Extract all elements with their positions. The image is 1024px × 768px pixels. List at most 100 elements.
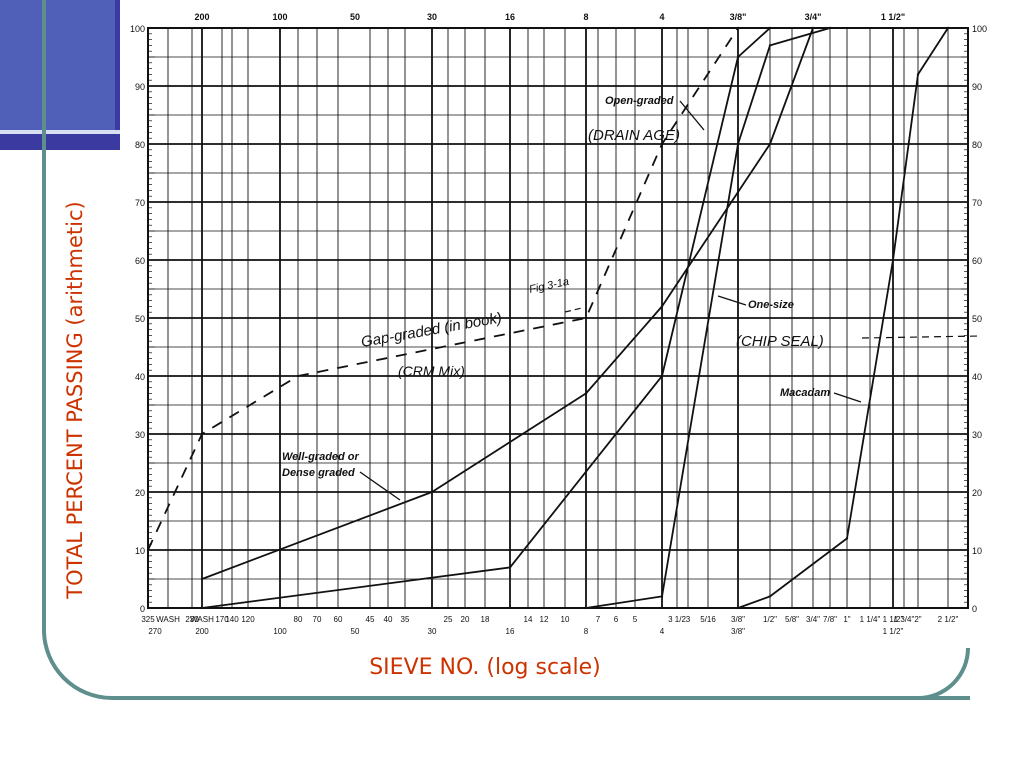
x-tick-bottom-row2-50: 50 — [351, 627, 360, 636]
x-tick-bottom-row2-30: 30 — [428, 627, 437, 636]
series-point-gap-graded-1 — [200, 432, 204, 436]
x-tick-bottom-row2-100: 100 — [273, 627, 287, 636]
y-tick-left-90: 90 — [135, 82, 145, 92]
x-tick-bottom-34: 2" — [914, 615, 921, 624]
annotation-well-graded-leader — [359, 471, 401, 501]
series-point-one-size-3 — [768, 44, 772, 47]
accent-line — [0, 130, 120, 134]
y-tick-left-60: 60 — [135, 256, 145, 266]
annotation-open-graded: Open-graded — [605, 95, 674, 107]
series-point-well-graded-or-dense-graded-5 — [811, 26, 815, 30]
x-tick-bottom-24: 5/16 — [700, 615, 716, 624]
gradation-chart: 0 0 10 10 20 20 30 30 40 40 50 50 60 60 70 70 80 80 90 90 10… — [120, 10, 990, 640]
series-line-well-graded-or-dense-graded — [201, 27, 814, 580]
x-tick-bottom-row2-4: 4 — [660, 627, 665, 636]
y-tick-right-60: 60 — [972, 256, 982, 266]
series-point-one-size-4 — [828, 26, 832, 30]
x-tick-bottom-25: 3/8" — [731, 615, 745, 624]
series-point-open-graded-3 — [736, 55, 740, 59]
x-tick-bottom-35: 2 1/2" — [938, 615, 959, 624]
x-tick-top-8: 8 — [583, 12, 588, 22]
x-tick-bottom-7: 80 — [294, 615, 303, 624]
x-tick-top-30: 30 — [427, 12, 437, 22]
series-point-one-size-1 — [660, 595, 664, 598]
x-tick-bottom-28: 3/4" — [806, 615, 820, 624]
series-point-well-graded-or-dense-graded-1 — [430, 490, 434, 494]
y-tick-right-10: 10 — [972, 546, 982, 556]
series-point-well-graded-or-dense-graded-4 — [768, 142, 772, 146]
x-tick-bottom-23: 3 — [686, 615, 691, 624]
x-tick-bottom-row2-200: 200 — [195, 627, 209, 636]
series-point-open-graded-4 — [768, 26, 772, 30]
x-tick-bottom-6: 120 — [241, 615, 255, 624]
series-point-open-graded-2 — [660, 374, 664, 378]
x-tick-bottom-row2-8: 8 — [584, 627, 589, 636]
series-point-macadam-0 — [736, 606, 740, 610]
x-tick-bottom-3: WASH — [190, 615, 214, 624]
x-axis-title: SIEVE NO. (log scale) — [369, 655, 601, 680]
y-tick-left-40: 40 — [135, 372, 145, 382]
x-tick-bottom-33: 1 3/4" — [894, 615, 915, 624]
x-tick-bottom-5: 140 — [225, 615, 239, 624]
slide-frame — [42, 0, 970, 700]
annotation-well-graded-2: Dense graded — [282, 467, 355, 479]
y-axis-title: TOTAL PERCENT PASSING (arithmetic) — [63, 201, 87, 599]
series-line-macadam — [737, 27, 949, 609]
series-point-one-size-2 — [736, 142, 740, 146]
series-point-gap-graded-4 — [660, 142, 664, 146]
x-tick-bottom-22: 3 1/2 — [668, 615, 686, 624]
x-tick-top-3-4: 3/4" — [805, 12, 822, 22]
x-tick-bottom-17: 12 — [540, 615, 549, 624]
annotation-one-size: One-size — [748, 299, 794, 311]
series-point-open-graded-0 — [200, 606, 204, 610]
series-point-macadam-5 — [946, 26, 950, 30]
annotation-chip-seal-leader — [861, 335, 981, 339]
x-tick-bottom-29: 7/8" — [823, 615, 837, 624]
annotation-macadam-leader — [833, 392, 862, 403]
x-tick-top-100: 100 — [272, 12, 287, 22]
series-point-macadam-4 — [916, 73, 920, 76]
y-tick-right-20: 20 — [972, 488, 982, 498]
y-tick-left-100: 100 — [130, 24, 145, 34]
y-tick-right-0: 0 — [972, 604, 977, 614]
x-tick-bottom-18: 10 — [561, 615, 570, 624]
x-tick-bottom-26: 1/2" — [763, 615, 777, 624]
annotation-chip-seal: (CHIP SEAL) — [736, 333, 824, 350]
x-tick-top-3-8: 3/8" — [730, 12, 747, 22]
series-point-well-graded-or-dense-graded-3 — [660, 305, 664, 308]
series-point-gap-graded-2 — [296, 374, 300, 378]
y-tick-left-50: 50 — [135, 314, 145, 324]
series-point-gap-graded-0 — [146, 548, 150, 552]
x-tick-bottom-4: 170 — [215, 615, 229, 624]
y-tick-right-40: 40 — [972, 372, 982, 382]
x-tick-bottom-20: 6 — [614, 615, 619, 624]
y-tick-right-30: 30 — [972, 430, 982, 440]
x-tick-bottom-row2-270: 270 — [148, 627, 162, 636]
chart-svg: 0 0 10 10 20 20 30 30 40 40 50 50 60 60 70 70 80 80 90 90 10… — [120, 10, 990, 640]
y-tick-left-80: 80 — [135, 140, 145, 150]
x-tick-bottom-10: 45 — [366, 615, 375, 624]
x-tick-bottom-32: 1 1/2" — [883, 615, 904, 624]
series-point-one-size-0 — [584, 606, 588, 610]
series-point-macadam-2 — [845, 537, 849, 540]
y-tick-right-80: 80 — [972, 140, 982, 150]
x-tick-bottom-19: 7 — [596, 615, 601, 624]
x-tick-bottom-27: 5/8" — [785, 615, 799, 624]
x-tick-top-50: 50 — [350, 12, 360, 22]
y-tick-left-0: 0 — [140, 604, 145, 614]
x-tick-bottom-row2-3-8: 3/8" — [731, 627, 745, 636]
y-tick-right-50: 50 — [972, 314, 982, 324]
y-tick-right-70: 70 — [972, 198, 982, 208]
annotation-open-graded-leader — [679, 100, 705, 131]
x-tick-bottom-0: 325 — [141, 615, 155, 624]
x-tick-bottom-row2-1-1-2: 1 1/2" — [883, 627, 904, 636]
series — [146, 26, 950, 610]
y-tick-left-30: 30 — [135, 430, 145, 440]
x-tick-bottom-2: 230 — [185, 615, 199, 624]
annotation-one-size-leader — [717, 295, 747, 306]
x-tick-bottom-8: 70 — [313, 615, 322, 624]
y-tick-left-10: 10 — [135, 546, 145, 556]
series-point-macadam-1 — [768, 595, 772, 598]
x-tick-top-16: 16 — [505, 12, 515, 22]
x-tick-top-4: 4 — [659, 12, 664, 22]
